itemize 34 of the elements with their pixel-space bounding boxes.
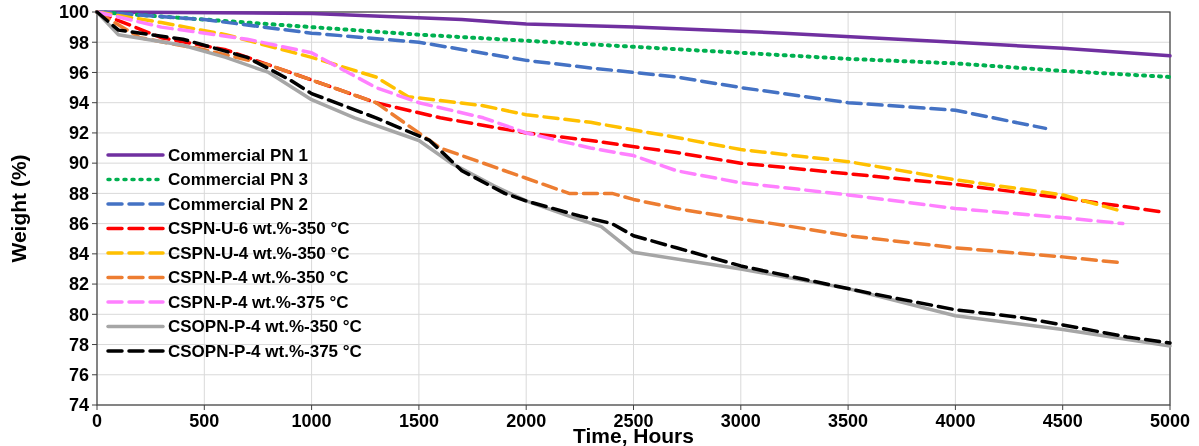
x-tick-label: 4500 <box>1042 411 1083 431</box>
y-tick-label: 96 <box>68 62 89 83</box>
legend-label: Commercial PN 2 <box>168 194 308 214</box>
x-tick-label: 0 <box>91 411 103 431</box>
y-tick-label: 100 <box>58 2 89 23</box>
legend-label: CSOPN-P-4 wt.%-350 °C <box>168 317 362 337</box>
y-tick-label: 90 <box>68 153 89 174</box>
legend-label: Commercial PN 1 <box>168 145 308 165</box>
x-tick-label: 500 <box>189 411 220 431</box>
x-tick-label: 1500 <box>398 411 439 431</box>
y-tick-label: 92 <box>68 123 89 144</box>
legend-label: CSPN-P-4 wt.%-375 °C <box>168 292 349 312</box>
y-tick-label: 82 <box>68 274 89 295</box>
y-tick-label: 98 <box>68 32 89 53</box>
y-axis-title: Weight (%) <box>7 154 30 263</box>
x-tick-label: 2000 <box>506 411 547 431</box>
legend-label: Commercial PN 3 <box>168 170 308 190</box>
x-tick-label: 1000 <box>291 411 332 431</box>
y-tick-label: 84 <box>68 244 89 265</box>
legend-label: CSPN-P-4 wt.%-350 °C <box>168 268 349 288</box>
y-tick-label: 80 <box>68 304 89 325</box>
legend-label: CSOPN-P-4 wt.%-375 °C <box>168 341 362 361</box>
x-tick-label: 4000 <box>935 411 976 431</box>
legend-label: CSPN-U-4 wt.%-350 °C <box>168 243 350 263</box>
legend-label: CSPN-U-6 wt.%-350 °C <box>168 219 350 239</box>
x-tick-label: 5000 <box>1149 411 1191 431</box>
y-tick-label: 94 <box>68 92 89 113</box>
y-tick-label: 74 <box>68 395 89 416</box>
y-tick-label: 88 <box>68 183 89 204</box>
x-tick-label: 3500 <box>828 411 869 431</box>
y-tick-label: 86 <box>68 213 89 234</box>
y-tick-label: 76 <box>68 365 89 386</box>
y-tick-label: 78 <box>68 334 89 355</box>
x-tick-label: 3000 <box>720 411 761 431</box>
